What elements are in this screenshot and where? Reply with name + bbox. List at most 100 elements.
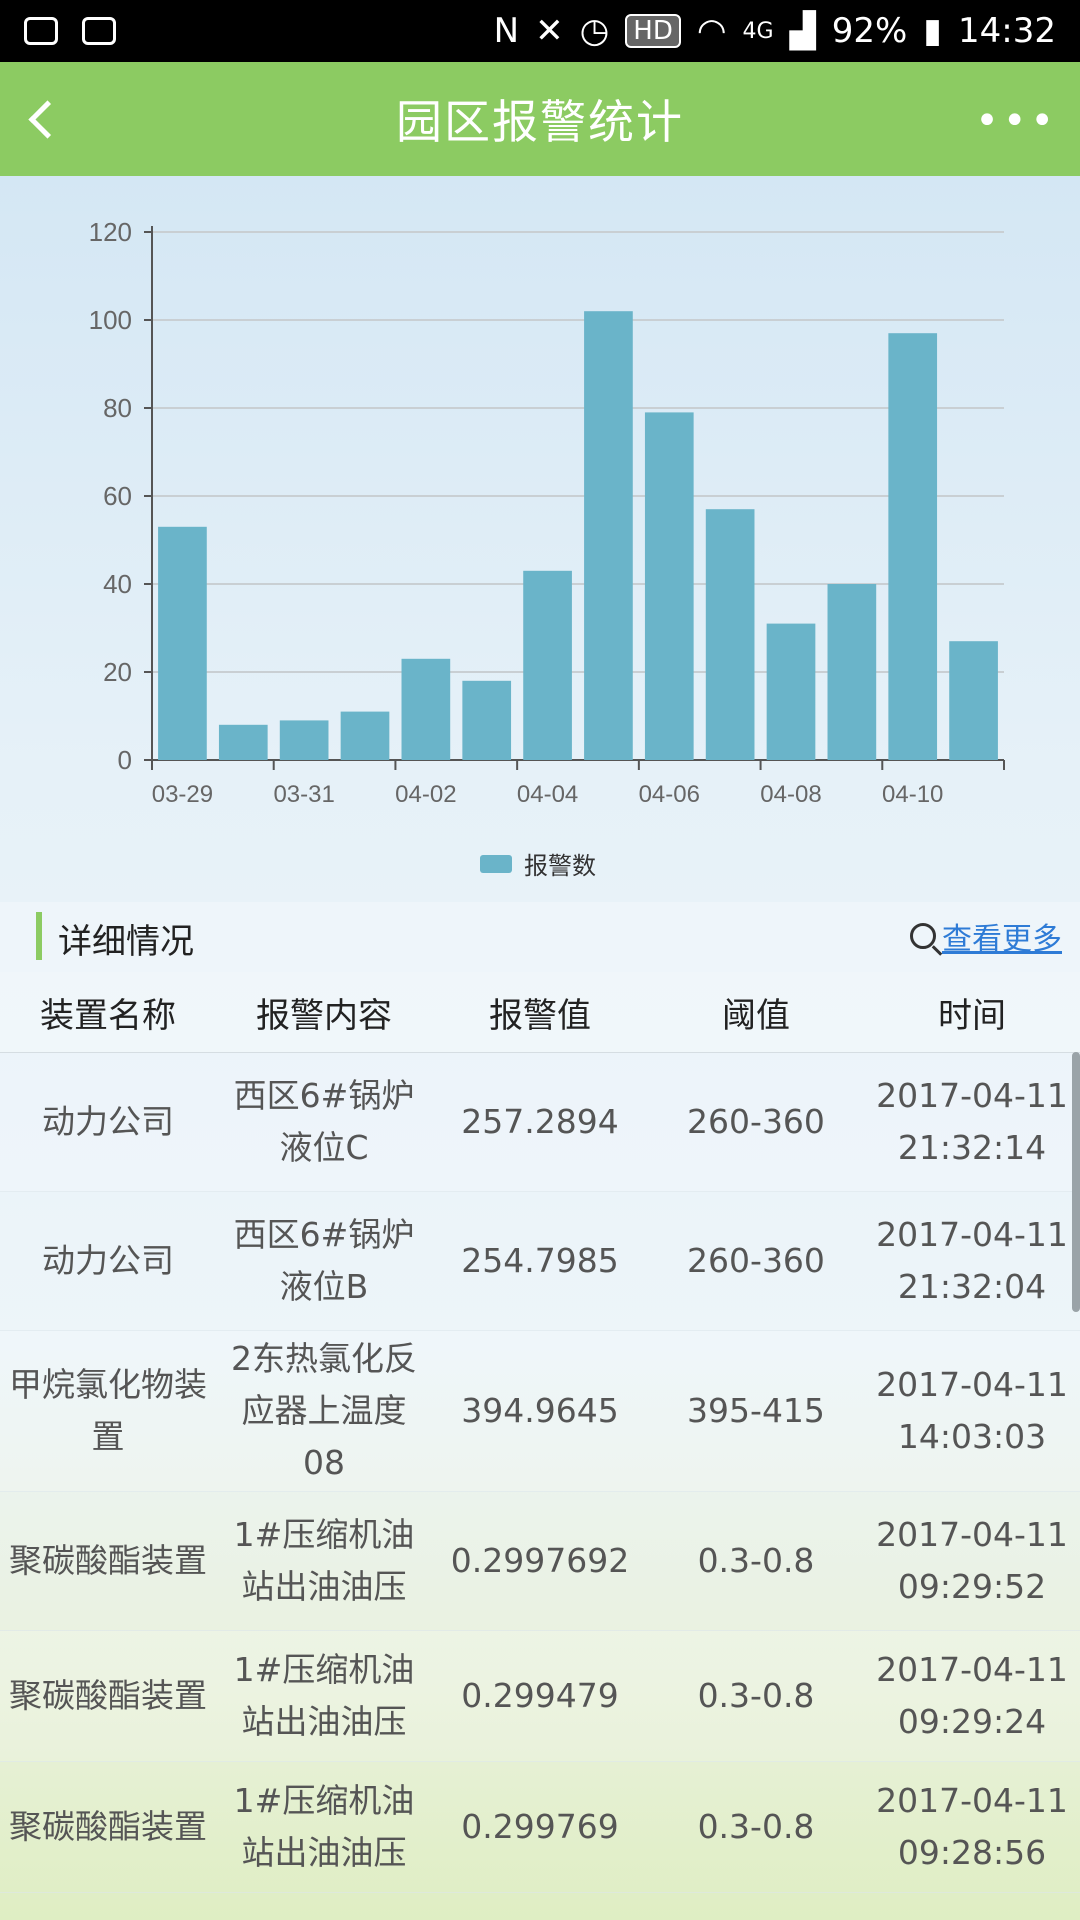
scrollbar[interactable] [1072, 1052, 1080, 1312]
x-tick-label: 03-29 [152, 781, 213, 808]
cell-threshold: 0.3-0.8 [697, 1807, 815, 1846]
cell-value: 394.9645 [461, 1391, 619, 1430]
wifi-icon: ◠ [696, 11, 727, 51]
chart-legend[interactable]: 报警数 [480, 846, 596, 881]
x-tick-label: 04-08 [760, 781, 821, 808]
chart-bar [340, 711, 390, 760]
cell-device: 动力公司 [42, 1241, 174, 1280]
cell-threshold: 260-360 [687, 1241, 825, 1280]
table-row[interactable]: 动力公司 西区6#锅炉 液位B 254.7985 260-360 2017-04-11 21… [0, 1192, 1080, 1331]
table-row[interactable]: 聚碳酸酯装置 1#压缩机油 站出油油压 0.2997692 0.3-0.8 2017-04… [0, 1492, 1080, 1631]
legend-swatch [480, 854, 512, 873]
chart-bar [705, 509, 755, 760]
details-header: 详细情况 查看更多 [0, 902, 1080, 972]
search-icon [910, 923, 936, 949]
section-accent [36, 912, 42, 960]
y-tick-label: 100 [89, 305, 132, 335]
table-row[interactable]: 动力公司 西区6#锅炉 液位C 257.2894 260-360 2017-04-11 21… [0, 1053, 1080, 1192]
cell-content: 1#压缩机油 站出油油压 [233, 1515, 415, 1606]
page-title: 园区报警统计 [396, 95, 684, 149]
network-type: 4G [742, 18, 774, 44]
cell-value: 0.299769 [461, 1807, 619, 1846]
chart-bar [584, 311, 633, 760]
chart-bar [158, 526, 207, 760]
cell-content: 1#压缩机油 站出油油压 [233, 1781, 415, 1872]
cell-time: 2017-04-11 09:28:56 [876, 1781, 1068, 1872]
chart-bar [279, 720, 329, 760]
chart-bar [401, 658, 451, 760]
table-row[interactable]: 聚碳酸酯装置 1#压缩机油 站出油油压 0.299769 0.3-0.8 2017-04-… [0, 1762, 1080, 1893]
hd-badge: HD [625, 14, 681, 48]
battery-icon: ▮ [923, 11, 943, 51]
header-content: 报警内容 [256, 995, 392, 1036]
x-tick-label: 04-04 [517, 781, 578, 808]
cell-threshold: 0.3-0.8 [697, 1541, 815, 1580]
alarm-table: 装置名称 报警内容 报警值 阈值 时间 动力公司 西区6#锅炉 液位C 257.289… [0, 972, 1080, 1893]
view-more-label: 查看更多 [942, 922, 1062, 957]
message-icon [24, 17, 58, 45]
more-options-icon[interactable]: ••• [975, 98, 1058, 144]
chart-bar [827, 584, 877, 760]
cell-content: 2东热氯化反 应器上温度 08 [231, 1339, 417, 1482]
cell-device: 聚碳酸酯装置 [9, 1541, 207, 1580]
legend-label: 报警数 [524, 852, 596, 880]
cell-value: 257.2894 [461, 1102, 619, 1141]
cell-content: 1#压缩机油 站出油油压 [233, 1650, 415, 1741]
view-more-link[interactable]: 查看更多 [910, 914, 1062, 958]
header-time: 时间 [938, 995, 1006, 1036]
bar-chart: 0 20 40 60 80 100 120 03-29 03-31 04-02 04-04 04-06… [89, 217, 1005, 808]
cell-device: 动力公司 [42, 1102, 174, 1141]
y-tick-label: 40 [103, 569, 132, 599]
cell-value: 0.2997692 [450, 1541, 630, 1580]
header-device: 装置名称 [40, 995, 176, 1036]
section-title: 详细情况 [58, 922, 194, 962]
cell-time: 2017-04-11 21:32:14 [876, 1076, 1068, 1167]
chart-bar [949, 641, 998, 760]
cell-device: 甲烷氯化物装置 [9, 1365, 207, 1456]
image-icon [82, 17, 116, 45]
y-tick-label: 20 [103, 657, 132, 687]
alarm-icon: ◷ [579, 11, 610, 51]
y-tick-label: 120 [89, 217, 132, 247]
chart-bar [218, 724, 268, 760]
cell-time: 2017-04-11 09:29:24 [876, 1650, 1068, 1741]
table-row[interactable]: 甲烷氯化物装置 2东热氯化反 应器上温度 08 394.9645 395-415 2017-… [0, 1331, 1080, 1492]
y-tick-label: 0 [118, 745, 132, 775]
chart-bar [644, 412, 694, 760]
back-button[interactable] [14, 84, 74, 154]
x-tick-label: 04-02 [395, 781, 456, 808]
cell-content: 西区6#锅炉 液位B [233, 1215, 415, 1306]
battery-percent: 92% [831, 11, 908, 51]
cell-threshold: 395-415 [687, 1391, 825, 1430]
chart-bar [888, 333, 938, 760]
cell-content: 西区6#锅炉 液位C [233, 1076, 415, 1167]
x-tick-label: 04-06 [639, 781, 700, 808]
app-bar: 园区报警统计 ••• [0, 62, 1080, 176]
mute-icon: ✕ [535, 11, 564, 51]
clock: 14:32 [958, 11, 1056, 51]
table-row[interactable]: 聚碳酸酯装置 1#压缩机油 站出油油压 0.299479 0.3-0.8 2017-04-… [0, 1631, 1080, 1762]
y-tick-label: 60 [103, 481, 132, 511]
alarm-chart: 0 20 40 60 80 100 120 03-29 03-31 04-02 04-04 04-06… [0, 176, 1080, 900]
signal-icon: ▟ [789, 11, 816, 51]
cell-threshold: 0.3-0.8 [697, 1676, 815, 1715]
x-tick-label: 04-10 [882, 781, 943, 808]
cell-value: 0.299479 [461, 1676, 619, 1715]
cell-time: 2017-04-11 14:03:03 [876, 1365, 1068, 1456]
cell-device: 聚碳酸酯装置 [9, 1807, 207, 1846]
y-tick-label: 80 [103, 393, 132, 423]
x-tick-label: 03-31 [273, 781, 334, 808]
cell-threshold: 260-360 [687, 1102, 825, 1141]
chart-bar [462, 680, 512, 760]
cell-value: 254.7985 [461, 1241, 619, 1280]
cell-time: 2017-04-11 21:32:04 [876, 1215, 1068, 1306]
table-body: 动力公司 西区6#锅炉 液位C 257.2894 260-360 2017-04-11 21… [0, 1053, 1080, 1893]
header-threshold: 阈值 [722, 995, 790, 1036]
status-bar: N ✕ ◷ HD ◠ 4G ▟ 92% ▮ 14:32 [0, 0, 1080, 62]
chart-bar [766, 623, 816, 760]
cell-time: 2017-04-11 09:29:52 [876, 1515, 1068, 1606]
cell-device: 聚碳酸酯装置 [9, 1676, 207, 1715]
nfc-icon: N [493, 11, 520, 51]
header-value: 报警值 [489, 995, 591, 1036]
table-header: 装置名称 报警内容 报警值 阈值 时间 [0, 972, 1080, 1053]
